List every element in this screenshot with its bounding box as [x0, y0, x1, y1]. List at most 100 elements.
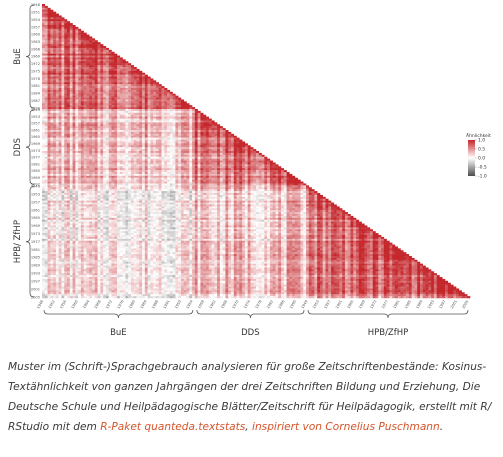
- heatmap-cell: [175, 103, 179, 106]
- heatmap-cell: [61, 19, 65, 22]
- heatmap-cell: [97, 78, 101, 81]
- heatmap-cell: [242, 160, 246, 163]
- heatmap-cell: [244, 187, 248, 190]
- heatmap-cell: [133, 189, 137, 192]
- heatmap-cell: [114, 101, 118, 104]
- heatmap-cell: [144, 181, 148, 184]
- heatmap-cell: [133, 99, 137, 102]
- heatmap-cell: [92, 189, 96, 192]
- heatmap-cell: [50, 145, 54, 148]
- heatmap-cell: [214, 135, 218, 138]
- heatmap-cell: [105, 131, 109, 135]
- heatmap-cell: [55, 101, 59, 104]
- heatmap-cell: [117, 130, 121, 133]
- heatmap-cell: [164, 164, 168, 167]
- heatmap-cell: [250, 189, 254, 192]
- heatmap-cell: [42, 126, 46, 129]
- heatmap-cell: [103, 177, 107, 180]
- heatmap-cell: [130, 177, 134, 180]
- heatmap-cell: [100, 109, 104, 112]
- heatmap-cell: [67, 137, 71, 140]
- heatmap-cell: [253, 151, 257, 154]
- heatmap-cell: [75, 47, 79, 51]
- heatmap-cell: [97, 130, 101, 133]
- heatmap-cell: [203, 191, 207, 194]
- heatmap-cell: [105, 193, 109, 196]
- heatmap-cell: [44, 32, 48, 35]
- heatmap-cell: [75, 44, 79, 47]
- heatmap-cell: [42, 164, 46, 167]
- heatmap-cell: [158, 135, 162, 138]
- heatmap-cell: [117, 59, 121, 62]
- heatmap-cell: [125, 158, 129, 161]
- heatmap-cell: [303, 185, 307, 188]
- heatmap-cell: [42, 86, 46, 89]
- heatmap-cell: [75, 80, 79, 83]
- heatmap-cell: [117, 185, 121, 188]
- heatmap-cell: [142, 166, 146, 169]
- heatmap-cell: [142, 158, 146, 161]
- heatmap-cell: [78, 46, 82, 49]
- heatmap-cell: [67, 110, 71, 114]
- heatmap-cell: [178, 158, 182, 161]
- heatmap-cell: [80, 158, 84, 161]
- heatmap-cell: [78, 36, 82, 39]
- heatmap-cell: [178, 126, 182, 129]
- heatmap-cell: [183, 105, 187, 108]
- heatmap-cell: [122, 63, 126, 66]
- heatmap-cell: [61, 93, 65, 96]
- heatmap-cell: [44, 63, 48, 66]
- heatmap-cell: [211, 128, 215, 131]
- heatmap-cell: [114, 109, 118, 112]
- heatmap-cell: [86, 114, 90, 117]
- heatmap-cell: [269, 179, 273, 182]
- heatmap-cell: [256, 164, 260, 167]
- heatmap-cell: [136, 181, 140, 184]
- heatmap-cell: [169, 158, 173, 161]
- heatmap-cell: [100, 74, 104, 77]
- heatmap-cell: [239, 158, 243, 161]
- heatmap-cell: [183, 137, 187, 140]
- heatmap-cell: [236, 162, 240, 165]
- heatmap-cell: [308, 189, 312, 192]
- heatmap-cell: [197, 177, 201, 180]
- heatmap-cell: [47, 120, 51, 123]
- heatmap-cell: [203, 162, 207, 165]
- heatmap-cell: [155, 103, 159, 106]
- heatmap-cell: [272, 181, 276, 184]
- heatmap-cell: [233, 164, 237, 167]
- heatmap-cell: [103, 170, 107, 173]
- heatmap-cell: [233, 162, 237, 165]
- heatmap-cell: [67, 103, 71, 106]
- heatmap-cell: [147, 152, 151, 156]
- heatmap-cell: [86, 88, 90, 91]
- heatmap-cell: [105, 70, 109, 73]
- heatmap-cell: [164, 151, 168, 154]
- heatmap-cell: [108, 122, 112, 125]
- heatmap-cell: [94, 80, 98, 83]
- heatmap-cell: [105, 110, 109, 114]
- heatmap-cell: [92, 173, 96, 177]
- heatmap-cell: [72, 103, 76, 106]
- heatmap-cell: [69, 173, 73, 177]
- heatmap-cell: [253, 183, 257, 186]
- heatmap-cell: [203, 172, 207, 175]
- heatmap-cell: [133, 97, 137, 100]
- heatmap-cell: [175, 109, 179, 112]
- heatmap-cell: [147, 135, 151, 138]
- heatmap-cell: [86, 122, 90, 125]
- heatmap-cell: [69, 116, 73, 119]
- heatmap-cell: [114, 91, 118, 94]
- heatmap-cell: [64, 107, 68, 110]
- heatmap-cell: [161, 109, 165, 112]
- heatmap-cell: [114, 68, 118, 72]
- heatmap-cell: [67, 80, 71, 83]
- heatmap-cell: [158, 130, 162, 133]
- heatmap-cell: [67, 23, 71, 26]
- heatmap-cell: [83, 101, 87, 104]
- heatmap-cell: [42, 109, 46, 112]
- heatmap-cell: [158, 193, 162, 196]
- heatmap-cell: [105, 59, 109, 62]
- heatmap-cell: [75, 38, 79, 41]
- heatmap-cell: [144, 78, 148, 81]
